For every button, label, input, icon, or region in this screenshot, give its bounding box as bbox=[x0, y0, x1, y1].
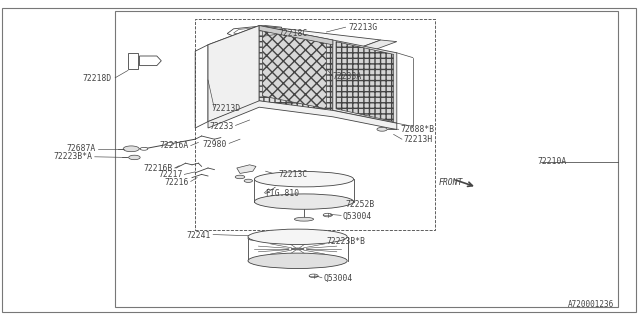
Ellipse shape bbox=[309, 274, 318, 277]
Text: FRONT: FRONT bbox=[438, 178, 463, 187]
Text: 72252B: 72252B bbox=[346, 200, 375, 209]
Text: 72213G: 72213G bbox=[349, 23, 378, 32]
Polygon shape bbox=[262, 30, 326, 109]
Ellipse shape bbox=[166, 143, 173, 145]
Polygon shape bbox=[237, 165, 256, 173]
Ellipse shape bbox=[248, 237, 258, 240]
Ellipse shape bbox=[323, 213, 332, 217]
Ellipse shape bbox=[377, 127, 387, 131]
Polygon shape bbox=[333, 40, 397, 59]
Text: 72241: 72241 bbox=[187, 231, 211, 240]
Ellipse shape bbox=[129, 155, 140, 160]
Text: 72216: 72216 bbox=[164, 178, 189, 187]
Ellipse shape bbox=[291, 248, 304, 250]
Ellipse shape bbox=[297, 200, 311, 203]
Text: 72216A: 72216A bbox=[159, 141, 189, 150]
Polygon shape bbox=[259, 26, 333, 45]
Text: FIG.810: FIG.810 bbox=[266, 189, 300, 198]
Text: 72687A: 72687A bbox=[67, 144, 96, 153]
Text: A720001236: A720001236 bbox=[568, 300, 614, 309]
Ellipse shape bbox=[255, 172, 354, 187]
Text: 72213D: 72213D bbox=[211, 104, 241, 113]
Ellipse shape bbox=[140, 147, 148, 150]
Ellipse shape bbox=[248, 253, 348, 268]
Text: 72210A: 72210A bbox=[538, 157, 567, 166]
Bar bbox=[195, 19, 435, 230]
Text: 72213H: 72213H bbox=[403, 135, 433, 144]
Text: 72233: 72233 bbox=[209, 122, 234, 131]
Ellipse shape bbox=[236, 175, 245, 179]
Text: 72216B: 72216B bbox=[143, 164, 173, 172]
Polygon shape bbox=[259, 26, 333, 115]
Polygon shape bbox=[208, 101, 397, 130]
Polygon shape bbox=[208, 26, 381, 58]
Text: 72213C: 72213C bbox=[278, 170, 308, 179]
Text: 72217: 72217 bbox=[158, 170, 182, 179]
Text: 72980: 72980 bbox=[203, 140, 227, 148]
Text: Q53004: Q53004 bbox=[323, 274, 353, 283]
Text: 72233A: 72233A bbox=[333, 72, 362, 81]
Ellipse shape bbox=[123, 146, 140, 152]
Text: 72218C: 72218C bbox=[278, 29, 308, 38]
Ellipse shape bbox=[248, 229, 348, 244]
Text: 72218D: 72218D bbox=[83, 74, 112, 83]
Text: 72223B*B: 72223B*B bbox=[326, 237, 365, 246]
Ellipse shape bbox=[294, 217, 314, 221]
Polygon shape bbox=[336, 42, 394, 122]
Bar bbox=[115, 11, 618, 307]
Text: 72688*B: 72688*B bbox=[400, 125, 434, 134]
Text: Q53004: Q53004 bbox=[342, 212, 372, 220]
Ellipse shape bbox=[257, 233, 268, 237]
Polygon shape bbox=[208, 26, 259, 122]
Ellipse shape bbox=[244, 179, 253, 182]
Ellipse shape bbox=[255, 194, 354, 209]
Polygon shape bbox=[333, 40, 397, 123]
Text: 72223B*A: 72223B*A bbox=[54, 152, 93, 161]
